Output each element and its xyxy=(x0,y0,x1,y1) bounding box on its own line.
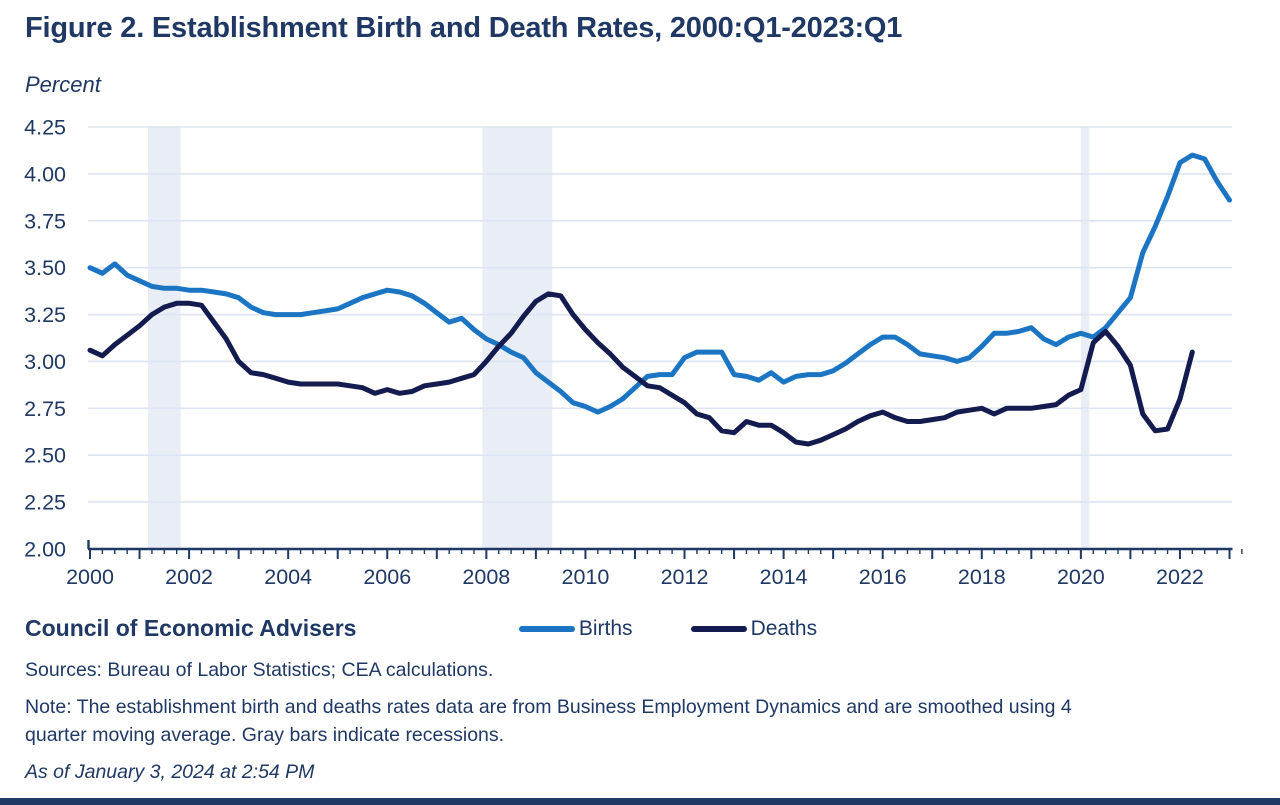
sources-line: Sources: Bureau of Labor Statistics; CEA… xyxy=(25,659,494,681)
recession-bar xyxy=(482,127,553,549)
x-tick-label: 2010 xyxy=(562,565,610,589)
bottom-accent-bar xyxy=(0,798,1280,805)
births-line-swatch-icon xyxy=(518,626,575,632)
legend-label-births: Births xyxy=(578,617,633,640)
legend-item-births: Births xyxy=(518,617,633,641)
y-tick-label: 3.75 xyxy=(24,209,66,233)
x-tick-label: 2022 xyxy=(1156,565,1204,589)
x-tick-label: 2012 xyxy=(661,565,709,589)
y-tick-label: 4.25 xyxy=(24,116,66,140)
legend-item-deaths: Deaths xyxy=(690,617,818,641)
y-tick-label: 3.25 xyxy=(24,303,66,327)
as-of-timestamp: As of January 3, 2024 at 2:54 PM xyxy=(25,761,315,783)
x-tick-label: 2002 xyxy=(165,565,213,589)
deaths-line xyxy=(87,291,1195,447)
chart-legend: Births Deaths xyxy=(28,617,1280,641)
note-line-1: Note: The establishment birth and deaths… xyxy=(25,696,1072,718)
deaths-line-swatch-icon xyxy=(690,626,747,632)
recession-bar xyxy=(147,127,181,549)
note-line-2: quarter moving average. Gray bars indica… xyxy=(25,724,505,746)
y-axis-unit-label: Percent xyxy=(25,72,101,97)
org-name: Council of Economic Advisers xyxy=(25,615,357,641)
y-tick-label: 2.00 xyxy=(24,538,66,562)
footer: Council of Economic Advisers Sources: Bu… xyxy=(25,615,1275,795)
x-tick-label: 2016 xyxy=(859,565,907,589)
y-tick-label: 2.75 xyxy=(24,397,66,421)
births-line xyxy=(87,152,1232,415)
x-tick-label: 2004 xyxy=(264,565,312,589)
y-tick-label: 4.00 xyxy=(24,162,66,186)
x-tick-label: 2006 xyxy=(363,565,411,589)
y-tick-label: 2.25 xyxy=(24,491,66,515)
y-tick-label: 3.00 xyxy=(24,350,66,374)
y-tick-label: 3.50 xyxy=(24,256,66,280)
y-tick-label: 2.50 xyxy=(24,444,66,468)
x-tick-label: 2008 xyxy=(462,565,510,589)
recession-bar xyxy=(1080,127,1090,549)
x-tick-label: 2018 xyxy=(958,565,1006,589)
x-tick-label: 2020 xyxy=(1057,565,1105,589)
x-tick-label: 2000 xyxy=(66,565,114,589)
chart-title: Figure 2. Establishment Birth and Death … xyxy=(25,12,903,44)
x-tick-label: 2014 xyxy=(760,565,808,589)
legend-label-deaths: Deaths xyxy=(750,617,818,640)
